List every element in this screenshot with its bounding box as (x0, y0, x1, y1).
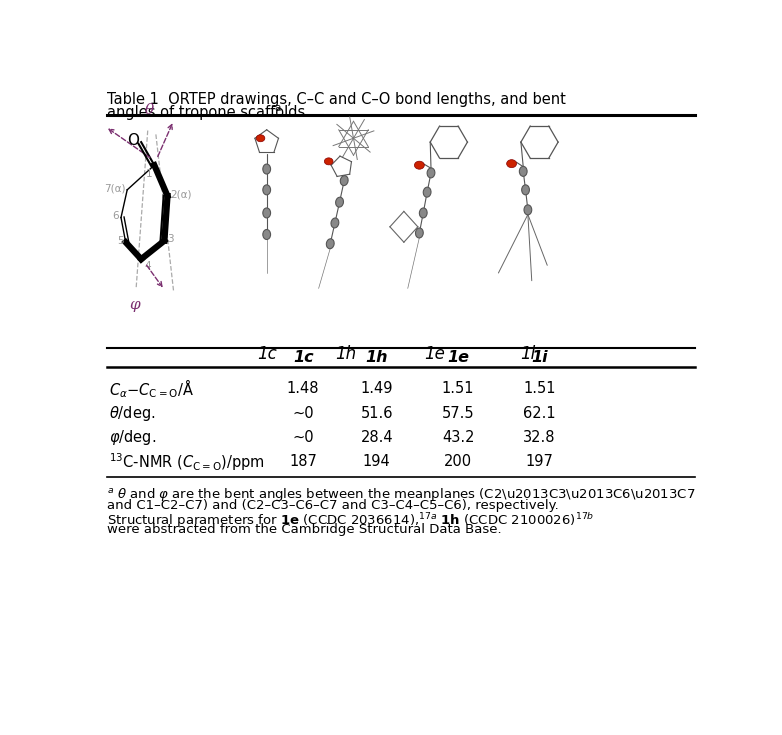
Text: ∼0: ∼0 (292, 406, 314, 420)
Text: 1i: 1i (520, 345, 536, 363)
Ellipse shape (325, 158, 333, 165)
Text: 4: 4 (144, 261, 151, 270)
Ellipse shape (331, 218, 339, 228)
Ellipse shape (340, 176, 348, 185)
Text: 1e: 1e (447, 350, 469, 365)
Text: 6: 6 (112, 211, 119, 221)
Text: 1e: 1e (425, 345, 445, 363)
Text: θ: θ (145, 103, 153, 117)
Text: 200: 200 (444, 454, 472, 469)
Text: $\varphi$/deg.: $\varphi$/deg. (109, 428, 156, 446)
Text: 1c: 1c (256, 345, 277, 363)
Text: 1.51: 1.51 (523, 381, 556, 396)
Text: Table 1  ORTEP drawings, C–C and C–O bond lengths, and bent: Table 1 ORTEP drawings, C–C and C–O bond… (107, 92, 566, 107)
Text: 1: 1 (146, 169, 152, 179)
Text: 28.4: 28.4 (361, 429, 393, 445)
Text: O: O (127, 133, 139, 148)
Text: 1.48: 1.48 (287, 381, 319, 396)
Text: 7(α): 7(α) (104, 183, 126, 193)
Text: and C1–C2–C7) and (C2–C3–C6–C7 and C3–C4–C5–C6), respectively.: and C1–C2–C7) and (C2–C3–C6–C7 and C3–C4… (107, 498, 559, 512)
Text: 187: 187 (289, 454, 317, 469)
Ellipse shape (414, 161, 425, 169)
Text: 1.49: 1.49 (361, 381, 393, 396)
Ellipse shape (507, 159, 517, 168)
Ellipse shape (335, 197, 343, 207)
Ellipse shape (524, 205, 532, 215)
Text: 194: 194 (363, 454, 391, 469)
Ellipse shape (415, 228, 423, 238)
Text: 1h: 1h (335, 345, 357, 363)
Text: φ: φ (130, 298, 140, 312)
Text: 2(α): 2(α) (170, 190, 192, 199)
Ellipse shape (263, 208, 271, 218)
Text: were abstracted from the Cambridge Structural Data Base.: were abstracted from the Cambridge Struc… (107, 523, 502, 537)
Text: angles of tropone scaffolds: angles of tropone scaffolds (107, 105, 305, 120)
Text: 5: 5 (117, 236, 124, 245)
Ellipse shape (427, 168, 435, 178)
Text: $\theta$/deg.: $\theta$/deg. (109, 404, 156, 423)
Text: ∼0: ∼0 (292, 429, 314, 445)
Text: 62.1: 62.1 (523, 406, 556, 420)
Text: 1i: 1i (531, 350, 548, 365)
Text: 43.2: 43.2 (442, 429, 475, 445)
Ellipse shape (522, 184, 529, 195)
Ellipse shape (256, 135, 265, 142)
Text: $^{13}$C-NMR $(C_{\mathrm{C{=}O}})$/ppm: $^{13}$C-NMR $(C_{\mathrm{C{=}O}})$/ppm (109, 451, 265, 473)
Text: a: a (274, 103, 281, 113)
Text: 1c: 1c (292, 350, 314, 365)
Ellipse shape (423, 187, 431, 197)
Ellipse shape (519, 166, 527, 176)
Text: 57.5: 57.5 (442, 406, 475, 420)
Ellipse shape (263, 164, 271, 174)
Text: $C_{\alpha}$$-$$C_{\mathrm{C{=}O}}$/Å: $C_{\alpha}$$-$$C_{\mathrm{C{=}O}}$/Å (109, 377, 194, 400)
Ellipse shape (263, 184, 271, 195)
Text: 32.8: 32.8 (523, 429, 556, 445)
Ellipse shape (419, 208, 427, 218)
Ellipse shape (326, 239, 334, 248)
Text: 197: 197 (526, 454, 554, 469)
Text: 1.51: 1.51 (442, 381, 475, 396)
Text: 3: 3 (167, 234, 174, 244)
Ellipse shape (263, 229, 271, 240)
Text: $^a$ $\theta$ and $\varphi$ are the bent angles between the meanplanes (C2\u2013: $^a$ $\theta$ and $\varphi$ are the bent… (107, 487, 695, 503)
Text: 51.6: 51.6 (361, 406, 393, 420)
Text: 1h: 1h (365, 350, 388, 365)
Text: Structural parameters for $\mathbf{1e}$ (CCDC 2036614),$^{17a}$ $\mathbf{1h}$ (C: Structural parameters for $\mathbf{1e}$ … (107, 511, 594, 530)
